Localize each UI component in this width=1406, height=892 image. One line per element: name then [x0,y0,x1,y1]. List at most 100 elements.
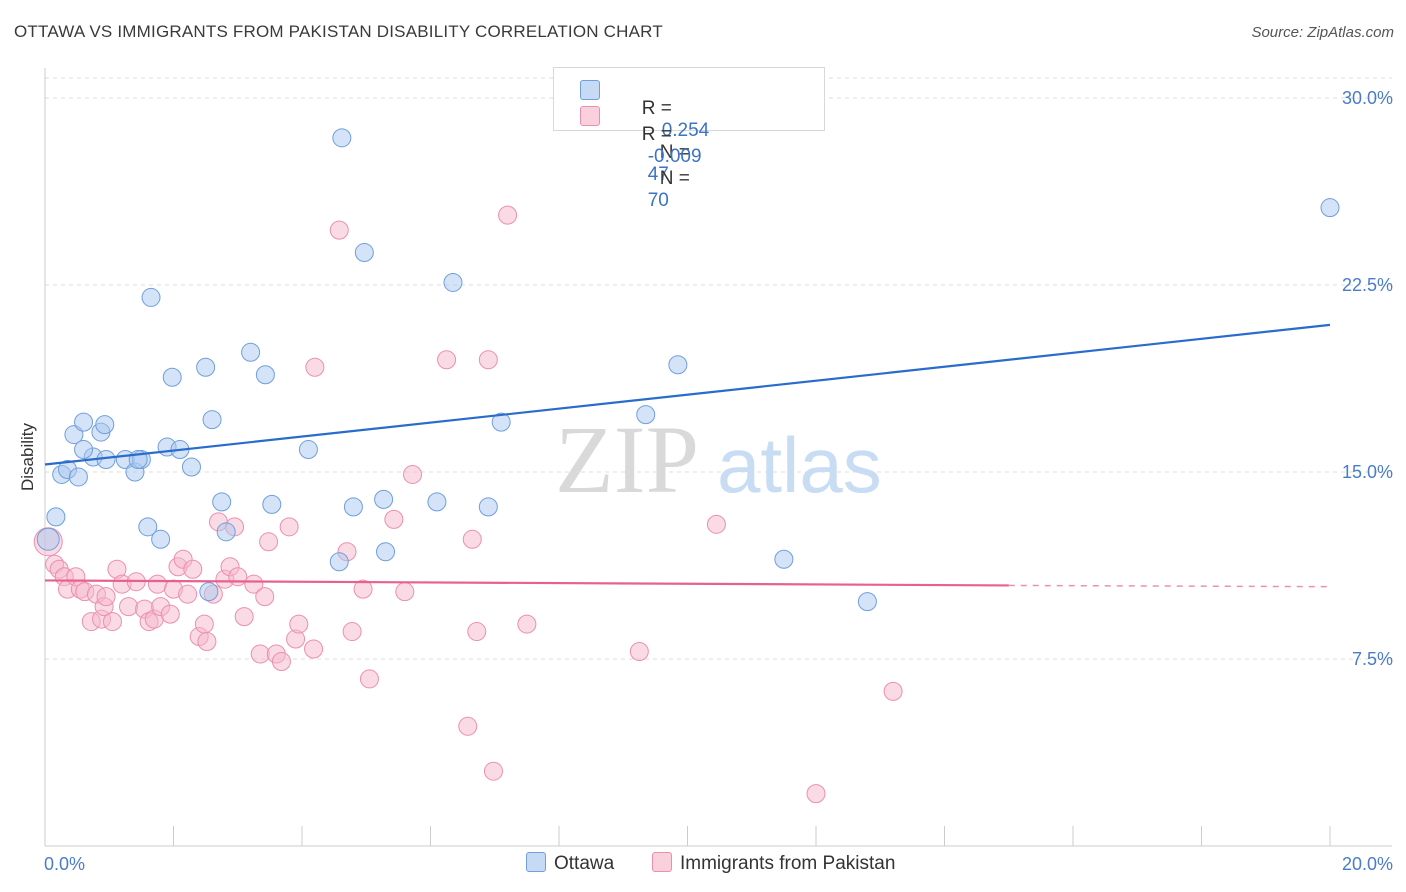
pakistan-swatch [580,106,600,126]
ottawa-point [74,412,94,432]
ottawa-point [68,467,88,487]
pakistan-point [147,574,167,594]
trendlines [44,323,1331,588]
pakistan-point [706,514,726,534]
pakistan-point [96,587,116,607]
pakistan-point [250,644,270,664]
pakistan-point [194,614,214,634]
ottawa-swatch [580,80,600,100]
ottawa-point [374,489,394,509]
ottawa-point [354,243,374,263]
bottom-legend-ottawa: Ottawa [526,852,614,875]
ottawa-point [196,357,216,377]
ottawa-point [1320,198,1340,218]
ottawa-point [491,412,511,432]
pakistan-point [305,357,325,377]
pakistan-trendline [44,579,1009,587]
pakistan-point [259,532,279,552]
ottawa-point [262,494,282,514]
ottawa-point [332,128,352,148]
ottawa-point [181,457,201,477]
pakistan-point [437,350,457,370]
bottom-legend-ottawa-label: Ottawa [554,853,615,874]
ottawa-point [774,549,794,569]
legend-n-value: 70 [647,190,669,211]
pakistan-point [629,642,649,662]
source-label: Source: ZipAtlas.com [1251,24,1394,41]
ottawa-point [857,592,877,612]
pakistan-point [271,651,291,671]
legend-n-value: 47 [647,164,669,185]
pakistan-point [883,681,903,701]
ottawa-point [298,440,318,460]
legend-r-label: R = [641,124,672,145]
ottawa-point [427,492,447,512]
legend-row-pakistan: R = -0.009 N = 70 [580,102,702,211]
pakistan-point [255,587,275,607]
grid-lines [45,77,1392,660]
pakistan-point [102,612,122,632]
ottawa-point [478,497,498,517]
axes [44,68,1392,847]
pakistan-point [458,716,478,736]
legend-r-value: 0.254 [661,120,710,141]
pakistan-point [467,622,487,642]
series-ottawa-points [36,128,1340,612]
ottawa-point [255,365,275,385]
bottom-legend-pakistan-label: Immigrants from Pakistan [680,853,896,874]
pakistan-point [403,464,423,484]
pakistan-point [806,784,826,804]
ottawa-point [329,552,349,572]
ottawa-point [95,415,115,435]
chart-title: OTTAWA VS IMMIGRANTS FROM PAKISTAN DISAB… [14,22,663,41]
watermark-zip: ZIP [555,406,699,513]
pakistan-point [228,567,248,587]
legend-r-label: R = [641,98,672,119]
watermark-atlas: atlas [717,421,882,509]
y-tick-label: 15.0% [1342,462,1393,482]
ottawa-point [241,342,261,362]
pakistan-point [462,529,482,549]
pakistan-point [342,622,362,642]
pakistan-point [483,761,503,781]
pakistan-point [498,205,518,225]
pakistan-point [289,614,309,634]
pakistan-point [160,604,180,624]
ottawa-point [343,497,363,517]
pakistan-swatch [652,852,672,872]
y-tick-label: 7.5% [1352,649,1393,669]
x-tick-labels: 0.0% 20.0% [44,854,1393,874]
pakistan-point [329,220,349,240]
pakistan-point [183,559,203,579]
pakistan-point [279,517,299,537]
legend-n-label: N = [659,168,690,189]
pakistan-point [353,579,373,599]
pakistan-trendline-extension [1008,584,1331,588]
ottawa-point [212,492,232,512]
ottawa-trendline [44,323,1331,466]
pakistan-point [359,669,379,689]
pakistan-point [119,597,139,617]
legend-r-value: -0.009 [647,146,702,167]
pakistan-point [478,350,498,370]
ottawa-point [199,582,219,602]
ottawa-point [443,272,463,292]
y-tick-label: 30.0% [1342,88,1393,108]
ottawa-point [141,287,161,307]
ottawa-point [636,405,656,425]
ottawa-point [162,367,182,387]
ottawa-point [138,517,158,537]
x-tick-label: 20.0% [1342,854,1393,874]
pakistan-point [304,639,324,659]
pakistan-point [178,584,198,604]
legend-row-ottawa: R = 0.254 N = 47 [580,76,709,185]
pakistan-point [395,582,415,602]
ottawa-point [668,355,688,375]
ottawa-point [74,440,94,460]
ottawa-point [202,410,222,430]
stats-legend: R = 0.254 N = 47 R = -0.009 N = 70 [553,67,825,211]
ottawa-point [36,527,60,551]
bottom-legend-pakistan: Immigrants from Pakistan [652,852,895,875]
ottawa-point [46,507,66,527]
